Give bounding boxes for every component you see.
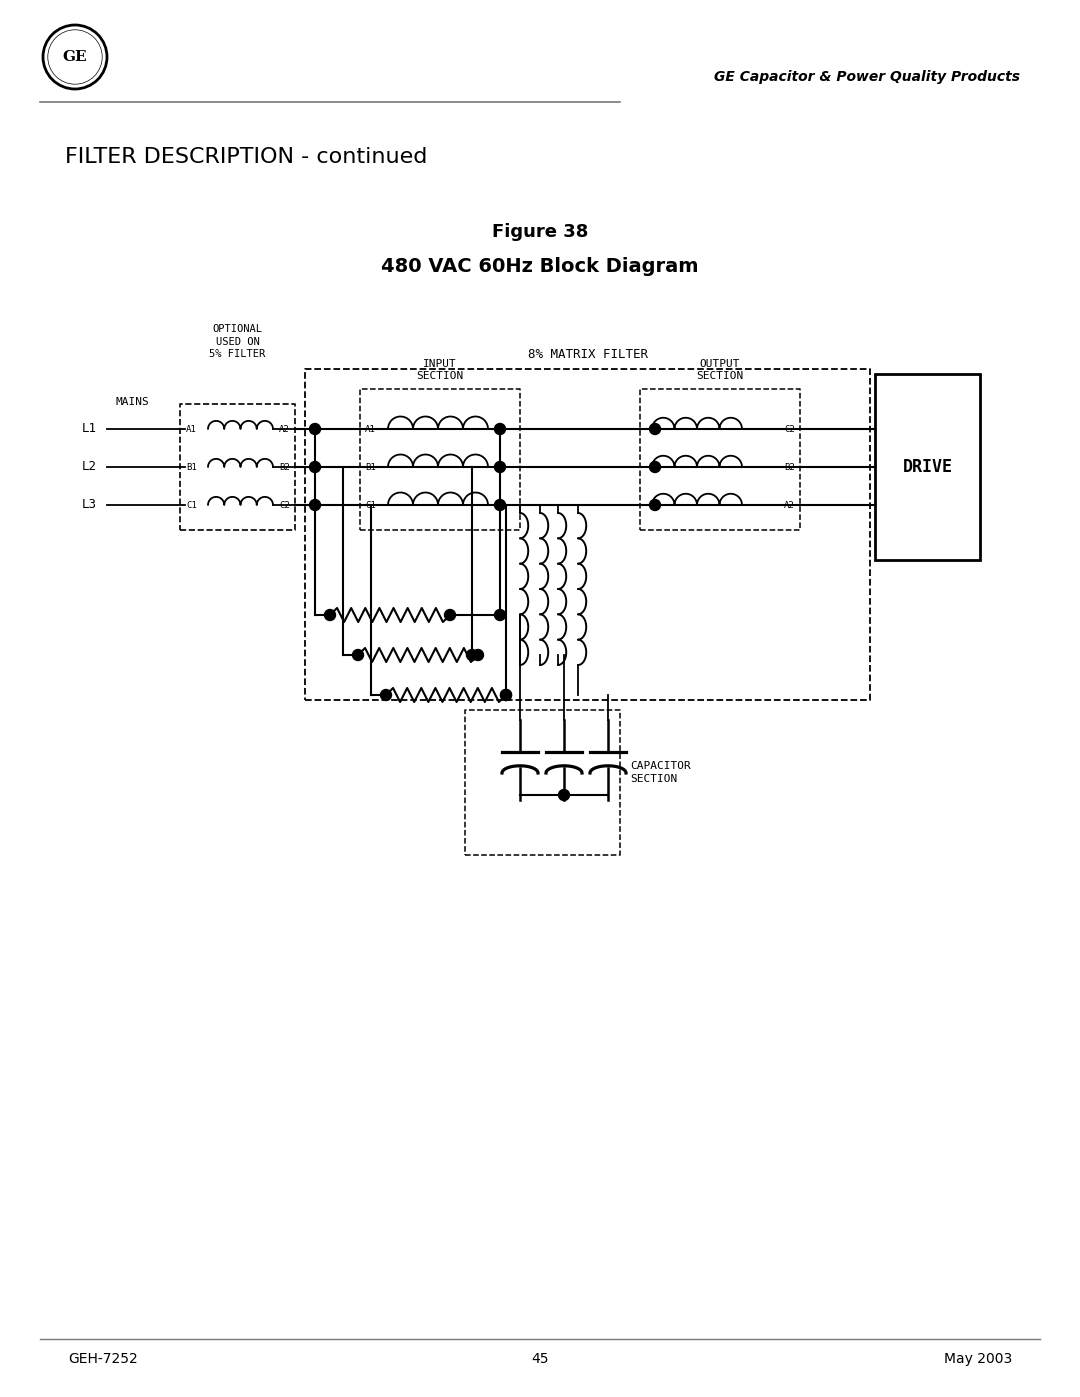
Text: B2: B2 — [784, 462, 795, 472]
Circle shape — [500, 690, 512, 700]
Text: A1: A1 — [365, 425, 376, 433]
Text: 8% MATRIX FILTER: 8% MATRIX FILTER — [527, 348, 648, 360]
Circle shape — [473, 650, 484, 661]
Text: INPUT
SECTION: INPUT SECTION — [417, 359, 463, 381]
Circle shape — [500, 690, 512, 700]
Circle shape — [649, 461, 661, 472]
Text: C2: C2 — [280, 500, 291, 510]
Text: May 2003: May 2003 — [944, 1352, 1012, 1366]
Text: FILTER DESCRIPTION - continued: FILTER DESCRIPTION - continued — [65, 147, 428, 168]
Bar — [465, 710, 620, 855]
Text: GE Capacitor & Power Quality Products: GE Capacitor & Power Quality Products — [714, 70, 1020, 84]
Circle shape — [445, 609, 456, 620]
Text: B2: B2 — [280, 462, 291, 472]
Text: L2: L2 — [82, 461, 97, 474]
Bar — [305, 369, 870, 700]
Text: GE: GE — [63, 50, 87, 64]
Circle shape — [495, 500, 505, 510]
Text: OUTPUT
SECTION: OUTPUT SECTION — [697, 359, 744, 381]
Circle shape — [495, 609, 505, 620]
Text: MAINS: MAINS — [114, 397, 149, 407]
Text: A2: A2 — [280, 425, 291, 433]
Text: C1: C1 — [186, 500, 197, 510]
Bar — [875, 374, 980, 560]
Circle shape — [380, 690, 391, 700]
Text: C1: C1 — [365, 500, 376, 510]
Text: 45: 45 — [531, 1352, 549, 1366]
Circle shape — [310, 461, 321, 472]
Bar — [360, 388, 519, 529]
Bar — [640, 388, 800, 529]
Text: L3: L3 — [82, 499, 97, 511]
Text: DRIVE: DRIVE — [903, 458, 953, 476]
Circle shape — [352, 650, 364, 661]
Text: A1: A1 — [186, 425, 197, 433]
Circle shape — [495, 461, 505, 472]
Circle shape — [495, 423, 505, 434]
Text: GEH-7252: GEH-7252 — [68, 1352, 138, 1366]
Text: B1: B1 — [365, 462, 376, 472]
Circle shape — [467, 650, 477, 661]
Bar — [180, 404, 295, 529]
Text: CAPACITOR
SECTION: CAPACITOR SECTION — [630, 761, 691, 784]
Circle shape — [649, 500, 661, 510]
Text: OPTIONAL
USED ON
5% FILTER: OPTIONAL USED ON 5% FILTER — [210, 324, 266, 359]
Circle shape — [324, 609, 336, 620]
Circle shape — [310, 500, 321, 510]
Text: B1: B1 — [186, 462, 197, 472]
Circle shape — [310, 423, 321, 434]
Circle shape — [558, 789, 569, 800]
Text: C2: C2 — [784, 425, 795, 433]
Text: 480 VAC 60Hz Block Diagram: 480 VAC 60Hz Block Diagram — [381, 257, 699, 277]
Text: A2: A2 — [784, 500, 795, 510]
Text: Figure 38: Figure 38 — [491, 224, 589, 242]
Circle shape — [649, 423, 661, 434]
Text: L1: L1 — [82, 422, 97, 436]
